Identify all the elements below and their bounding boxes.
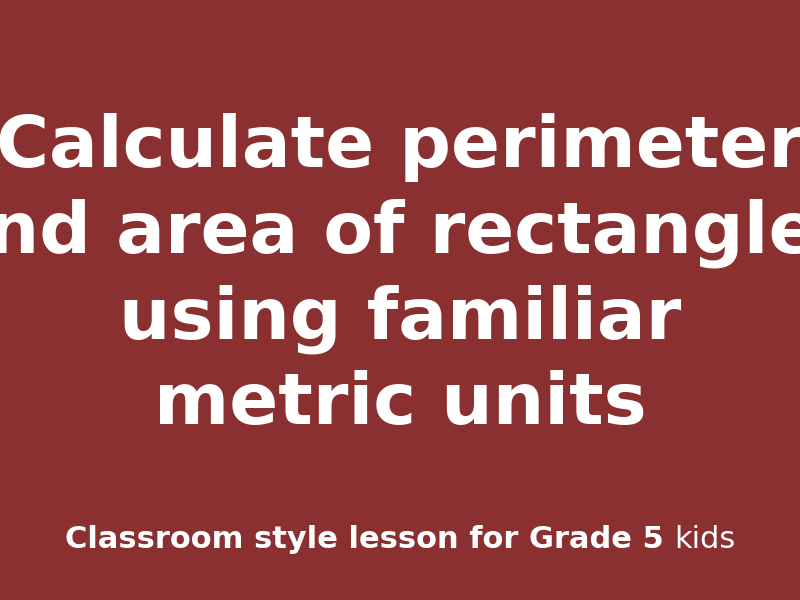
Text: Classroom style lesson for Grade 5: Classroom style lesson for Grade 5 bbox=[65, 526, 674, 554]
Text: kids: kids bbox=[674, 526, 735, 554]
Text: Calculate perimeter
and area of rectangles
using familiar
metric units: Calculate perimeter and area of rectangl… bbox=[0, 113, 800, 439]
